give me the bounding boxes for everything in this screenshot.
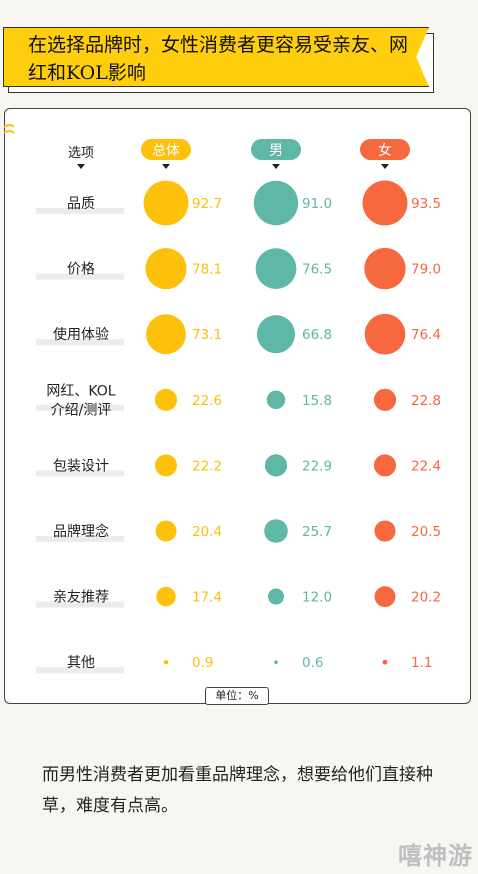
row-label: 品牌理念 xyxy=(53,523,109,540)
unit-label: 单位：% xyxy=(205,687,269,705)
bubble xyxy=(264,454,288,477)
bubble xyxy=(382,659,388,665)
bubble xyxy=(143,180,189,226)
column-header-arrow xyxy=(162,164,170,169)
row-label: 价格 xyxy=(67,262,95,278)
column-header-label: 女 xyxy=(378,142,392,159)
caption-text: 而男性消费者更加看重品牌理念，想要给他们直接种草，难度有点高。 xyxy=(42,765,433,816)
bubble xyxy=(255,248,297,289)
value-label: 12.0 xyxy=(302,590,332,606)
bubble xyxy=(163,659,169,665)
value-label: 22.4 xyxy=(411,458,441,474)
column-header-arrow xyxy=(272,164,280,169)
value-label: 91.0 xyxy=(302,196,332,212)
bubble xyxy=(253,180,299,226)
column-header-pill xyxy=(251,139,301,160)
banner-title: 在选择品牌时，女性消费者更容易受亲友、网红和KOL影响 xyxy=(28,34,409,84)
value-label: 22.8 xyxy=(411,393,441,409)
value-label: 79.0 xyxy=(411,262,441,278)
decoration-icon xyxy=(3,124,15,134)
bubble xyxy=(362,180,408,226)
value-label: 22.2 xyxy=(192,458,222,474)
row-header-label: 选项 xyxy=(68,146,94,161)
row-label-underline xyxy=(36,601,124,608)
value-label: 20.5 xyxy=(411,524,441,540)
row-header-box xyxy=(54,143,110,163)
title-banner xyxy=(3,27,429,87)
value-label: 20.2 xyxy=(411,590,441,606)
row-label-underline xyxy=(36,339,124,346)
row-label: 网红、KOL xyxy=(46,383,115,399)
row-label-underline xyxy=(36,404,124,411)
row-label-underline xyxy=(36,536,124,542)
value-label: 66.8 xyxy=(302,327,332,343)
row-label: 其他 xyxy=(67,655,95,671)
value-label: 76.5 xyxy=(302,262,332,278)
column-header-label: 男 xyxy=(269,143,283,159)
value-label: 0.9 xyxy=(192,655,213,671)
value-label: 73.1 xyxy=(192,327,222,343)
value-label: 1.1 xyxy=(411,655,432,671)
value-label: 22.6 xyxy=(192,393,222,409)
column-header-arrow xyxy=(381,164,389,169)
row-label-underline xyxy=(36,470,124,477)
value-label: 15.8 xyxy=(302,393,332,409)
bubble xyxy=(256,315,296,354)
bubble xyxy=(156,586,176,607)
bubble xyxy=(155,520,177,542)
bubble xyxy=(155,454,177,477)
watermark: 嘻神游 xyxy=(398,842,473,870)
bubble xyxy=(267,588,285,605)
value-label: 25.7 xyxy=(302,524,332,540)
bubble xyxy=(264,519,288,543)
row-label-underline xyxy=(36,667,124,674)
value-label: 20.4 xyxy=(192,524,222,540)
row-label: 品质 xyxy=(67,196,95,212)
bubble xyxy=(146,314,186,355)
value-label: 93.5 xyxy=(411,196,441,212)
bubble xyxy=(154,388,178,411)
row-label: 介绍/测评 xyxy=(51,402,112,418)
value-label: 22.9 xyxy=(302,458,332,474)
row-label: 亲友推荐 xyxy=(53,590,109,606)
bubble xyxy=(373,454,397,477)
bubble xyxy=(266,390,286,410)
bubble xyxy=(373,388,397,411)
bubble xyxy=(374,520,396,542)
value-label: 0.6 xyxy=(302,655,323,671)
bubble xyxy=(364,247,406,290)
row-header-arrow xyxy=(77,164,85,169)
value-label: 17.4 xyxy=(192,590,222,606)
bubble xyxy=(145,248,187,290)
value-label: 92.7 xyxy=(192,196,222,212)
bubble xyxy=(274,660,278,665)
row-label: 使用体验 xyxy=(53,326,109,343)
value-label: 78.1 xyxy=(192,262,222,278)
row-label-underline xyxy=(36,208,124,214)
column-header-pill xyxy=(360,139,410,160)
row-label: 包装设计 xyxy=(53,458,109,474)
bubble xyxy=(364,313,406,355)
column-header-label: 总体 xyxy=(152,143,180,159)
row-label-underline xyxy=(36,273,124,280)
column-header-pill xyxy=(141,139,191,160)
bubble xyxy=(374,586,396,608)
value-label: 76.4 xyxy=(411,327,441,343)
